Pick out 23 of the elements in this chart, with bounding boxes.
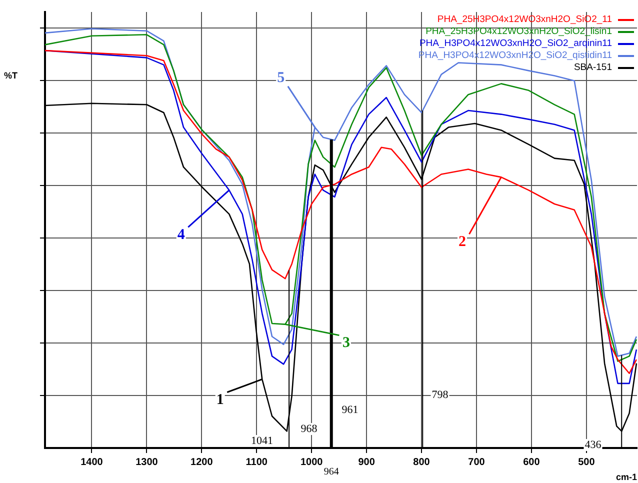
x-tick-label: 1300 (136, 456, 158, 468)
annotation: 1041 (251, 434, 273, 447)
annotation: 2 (458, 234, 466, 250)
x-tick-label: 900 (358, 456, 376, 468)
x-tick-label: 1400 (80, 456, 104, 468)
annotation: 798 (432, 388, 449, 401)
x-tick-label: 1000 (300, 456, 324, 468)
annotation: 1 (216, 392, 224, 408)
annotation: 961 (342, 404, 358, 416)
x-tick-label: 800 (413, 456, 430, 468)
annotation: 436 (584, 438, 602, 451)
annotation: 968 (300, 422, 318, 435)
x-tick-label: 500 (578, 456, 596, 468)
y-axis-title: %T (4, 70, 18, 80)
annotation: 3 (342, 335, 350, 352)
x-tick-label: 600 (523, 456, 540, 468)
annotation: 4 (177, 227, 186, 244)
annotation: 5 (277, 70, 285, 86)
x-tick-label: 1200 (190, 456, 214, 468)
ref-line-label: 964 (324, 466, 339, 478)
x-axis-title: cm-1 (616, 472, 637, 482)
x-tick-label: 700 (468, 456, 486, 468)
x-tick-label: 1100 (246, 456, 268, 468)
